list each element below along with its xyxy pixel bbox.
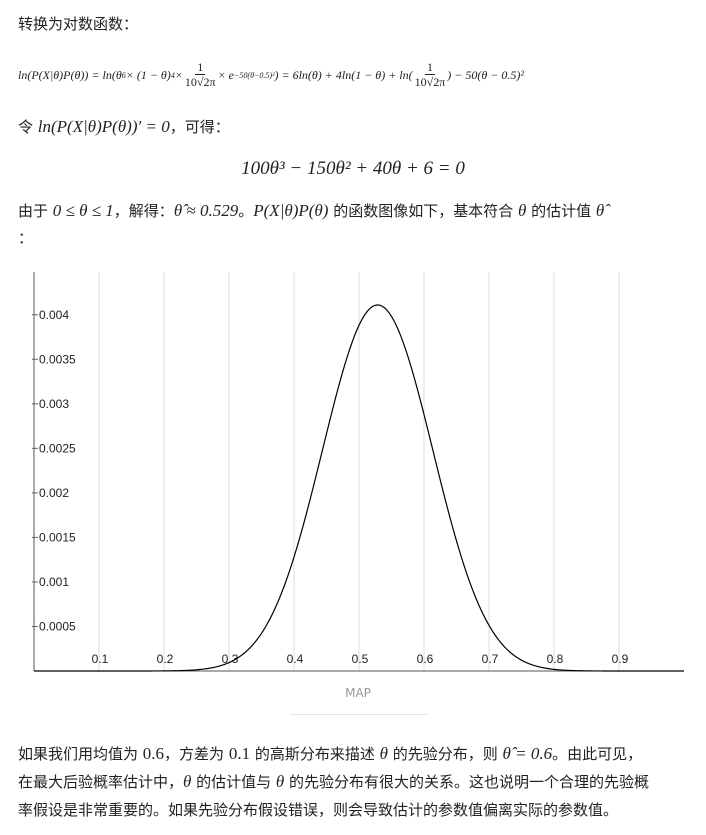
solve-line: 由于 0 ≤ θ ≤ 1，解得：θ̂ ≈ 0.529。P(X|θ)P(θ) 的函… [18, 201, 604, 221]
map-chart: 0.0005 0.001 0.0015 0.002 0.0025 0.003 0.0035 0… [0, 262, 706, 712]
y-tick-label: 0.0005 [39, 619, 76, 633]
eq-frac2-den: 10√2π [414, 75, 446, 89]
eq-frac-num: 1 [195, 60, 206, 75]
solve-part2: ，解得： [113, 202, 174, 220]
theta-symbol-2: θ [183, 772, 192, 791]
solve-line-wrap: ： [18, 229, 34, 247]
theta-hat-value: θ̂ ≈ 0.529 [173, 201, 239, 220]
eq-mid1: × (1 − θ) [125, 67, 171, 82]
theta-hat-symbol: θ̂ [595, 201, 605, 220]
theta-symbol-3: θ [275, 772, 285, 791]
y-tick-label: 0.004 [39, 308, 69, 322]
y-tick-label: 0.0035 [39, 352, 76, 366]
concl-1i: 。由此可见， [552, 745, 643, 763]
concl-1c: ，方差为 [164, 745, 229, 763]
derivative-expr: ln(P(X|θ)P(θ))′ = 0 [37, 117, 170, 136]
eq-mid4: ) = 6ln(θ) + 4ln(1 − θ) + ln( [274, 67, 413, 82]
eq-frac2-num: 1 [424, 60, 435, 75]
main-equation: ln(P(X|θ)P(θ)) = ln(θ 6 × (1 − θ) 4 × 1 10√… [18, 58, 706, 92]
y-tick-label: 0.0015 [39, 530, 76, 544]
cubic-equation: 100θ³ − 150θ² + 40θ + 6 = 0 [241, 158, 465, 179]
concl-1e: 的高斯分布来描述 [250, 745, 380, 763]
conclusion-line-2: 在最大后验概率估计中，θ 的估计值与 θ 的先验分布有很大的关系。这也说明一个合… [18, 768, 698, 796]
x-tick-label: 0.6 [417, 652, 434, 666]
variance-value: 0.1 [228, 744, 251, 763]
concl-2e: 的先验分布有很大的关系。这也说明一个合理的先验概 [284, 773, 650, 791]
eq-exp6: 6 [121, 70, 126, 80]
conclusion-line-3: 率假设是非常重要的。如果先验分布假设错误，则会导致估计的参数值偏离实际的参数值。 [18, 801, 619, 819]
x-tick-label: 0.2 [157, 652, 174, 666]
theta-symbol-1: θ [379, 744, 388, 763]
eq-frac-den: 10√2π [184, 75, 216, 89]
x-tick-label: 0.8 [547, 652, 564, 666]
chart-caption: MAP [345, 686, 371, 700]
set-suffix: ，可得： [169, 118, 230, 136]
eq-mid3: × e [217, 67, 235, 82]
theta-symbol: θ [517, 201, 527, 220]
set-prefix: 令 [18, 118, 38, 136]
solve-part1: 由于 [18, 202, 53, 220]
posterior-expr: P(X|θ)P(θ) [253, 201, 329, 220]
theta-hat-result: θ̂ = 0.6 [502, 744, 553, 763]
y-tick-label: 0.003 [39, 397, 69, 411]
y-tick-label: 0.001 [39, 575, 69, 589]
theta-range: 0 ≤ θ ≤ 1 [52, 201, 114, 220]
solve-part3: 。 [238, 202, 254, 220]
solve-part5: 的估计值 [526, 202, 596, 220]
caption-divider [290, 714, 428, 715]
solve-part4: 的函数图像如下，基本符合 [328, 202, 518, 220]
x-tick-label: 0.9 [612, 652, 629, 666]
x-tick-label: 0.4 [287, 652, 304, 666]
x-tick-label: 0.7 [482, 652, 499, 666]
concl-1a: 如果我们用均值为 [18, 745, 143, 763]
concl-2a: 在最大后验概率估计中， [18, 773, 184, 791]
eq-exp-e: −50(θ−0.5)² [234, 70, 275, 80]
eq-lhs: ln(P(X|θ)P(θ)) = ln(θ [18, 67, 122, 82]
y-tick-label: 0.0025 [39, 441, 76, 455]
x-tick-label: 0.5 [352, 652, 369, 666]
eq-mid2: × [174, 67, 183, 82]
x-tick-label: 0.3 [222, 652, 239, 666]
set-derivative-line: 令 ln(P(X|θ)P(θ))′ = 0，可得： [18, 117, 230, 137]
concl-2c: 的估计值与 [191, 773, 276, 791]
conclusion-line-1: 如果我们用均值为 0.6，方差为 0.1 的高斯分布来描述 θ 的先验分布，则 … [18, 740, 698, 768]
mean-value: 0.6 [142, 744, 165, 763]
eq-fraction-1: 1 10√2π [184, 60, 216, 90]
eq-fraction-2: 1 10√2π [414, 60, 446, 90]
posterior-curve [34, 304, 684, 672]
chart-svg: 0.0005 0.001 0.0015 0.002 0.0025 0.003 0.0035 0… [32, 272, 684, 672]
y-tick-label: 0.002 [39, 486, 69, 500]
x-tick-label: 0.1 [92, 652, 109, 666]
concl-1g: 的先验分布，则 [387, 745, 503, 763]
eq-exp4: 4 [170, 70, 175, 80]
eq-tail: ) − 50(θ − 0.5)² [447, 67, 524, 82]
intro-text: 转换为对数函数： [18, 15, 139, 33]
